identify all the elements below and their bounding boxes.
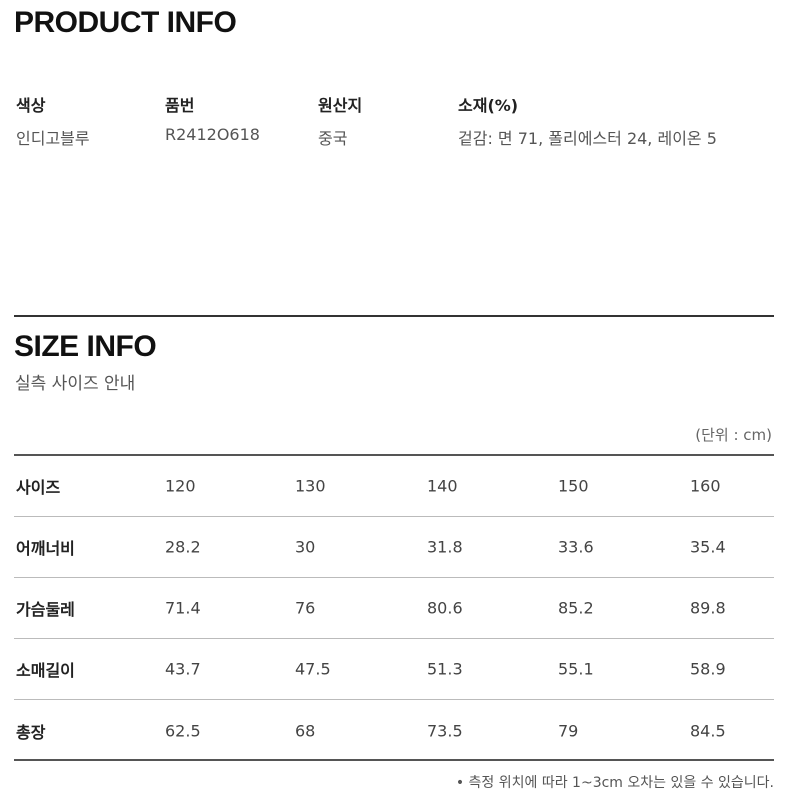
table-row: 가슴둘레 71.4 76 80.6 85.2 89.8 xyxy=(14,578,774,639)
table-top-border xyxy=(14,454,774,456)
field-label-origin: 원산지 xyxy=(318,96,363,115)
table-cell: 130 xyxy=(295,476,326,496)
row-label: 소매길이 xyxy=(16,661,75,680)
table-cell: 33.6 xyxy=(558,537,594,557)
table-cell: 28.2 xyxy=(165,537,201,557)
table-cell: 68 xyxy=(295,721,316,740)
table-row: 총장 62.5 68 73.5 79 84.5 xyxy=(14,700,774,761)
section-divider xyxy=(14,315,774,317)
table-cell: 85.2 xyxy=(558,598,594,618)
size-info-subtitle: 실측 사이즈 안내 xyxy=(15,374,136,394)
table-cell: 30 xyxy=(295,537,316,557)
table-row: 사이즈 120 130 140 150 160 xyxy=(14,456,774,517)
table-cell: 160 xyxy=(690,476,721,496)
table-cell: 73.5 xyxy=(427,721,463,740)
table-row: 소매길이 43.7 47.5 51.3 55.1 58.9 xyxy=(14,639,774,700)
row-label: 사이즈 xyxy=(16,478,61,497)
measurement-note: • 측정 위치에 따라 1~3cm 오차는 있을 수 있습니다. xyxy=(455,775,774,791)
table-cell: 43.7 xyxy=(165,659,201,679)
table-cell: 51.3 xyxy=(427,659,463,679)
field-label-product-number: 품번 xyxy=(165,96,195,115)
table-cell: 31.8 xyxy=(427,537,463,557)
table-bottom-border xyxy=(14,759,774,761)
field-value-color: 인디고블루 xyxy=(16,129,90,148)
field-label-material: 소재(%) xyxy=(458,96,519,115)
table-cell: 150 xyxy=(558,476,589,496)
field-value-origin: 중국 xyxy=(318,129,348,148)
table-cell: 62.5 xyxy=(165,721,201,740)
table-cell: 80.6 xyxy=(427,598,463,618)
product-info-title: PRODUCT INFO xyxy=(14,6,237,39)
row-label: 총장 xyxy=(16,722,46,742)
unit-label: (단위 : cm) xyxy=(695,426,772,444)
table-cell: 47.5 xyxy=(295,659,331,679)
table-cell: 35.4 xyxy=(690,537,726,557)
field-value-product-number: R2412O618 xyxy=(165,125,260,144)
table-cell: 89.8 xyxy=(690,598,726,618)
table-cell: 120 xyxy=(165,476,196,496)
table-cell: 55.1 xyxy=(558,659,594,679)
field-value-material: 겉감: 면 71, 폴리에스터 24, 레이온 5 xyxy=(458,129,717,148)
row-label: 가슴둘레 xyxy=(16,600,75,619)
table-row: 어깨너비 28.2 30 31.8 33.6 35.4 xyxy=(14,517,774,578)
table-cell: 79 xyxy=(558,721,579,740)
table-cell: 71.4 xyxy=(165,598,201,618)
table-cell: 58.9 xyxy=(690,659,726,679)
table-cell: 140 xyxy=(427,476,458,496)
row-label: 어깨너비 xyxy=(16,539,75,558)
table-cell: 76 xyxy=(295,598,316,618)
table-cell: 84.5 xyxy=(690,721,726,740)
field-label-color: 색상 xyxy=(16,96,46,115)
size-info-title: SIZE INFO xyxy=(14,330,157,363)
